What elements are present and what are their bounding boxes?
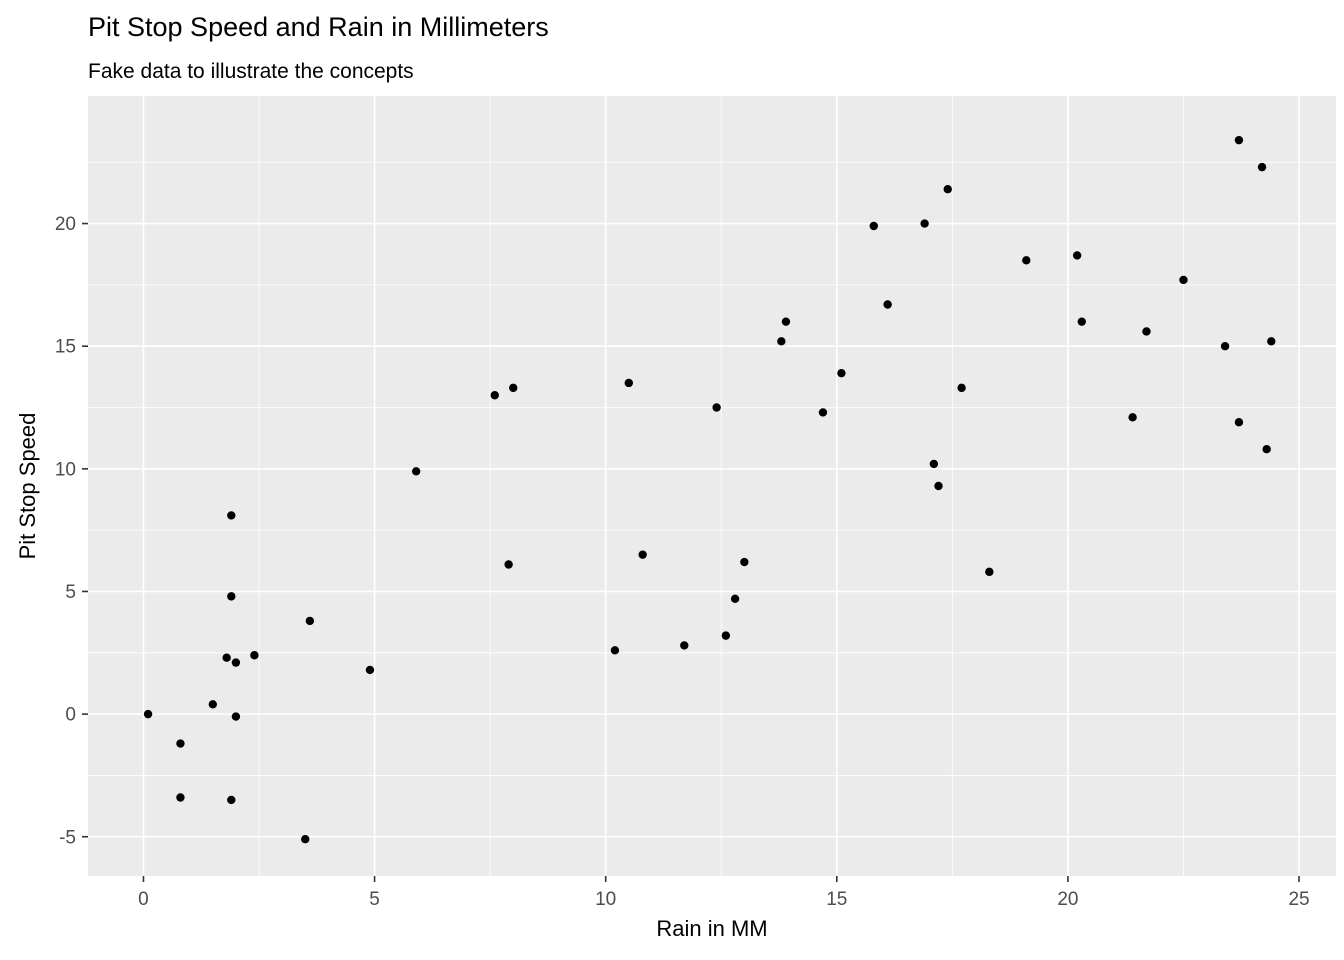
data-point [490,391,499,400]
y-tick-label: 10 [55,459,76,480]
y-axis-title: Pit Stop Speed [15,412,40,560]
data-point [411,467,421,476]
chart-subtitle: Fake data to illustrate the concepts [88,60,414,83]
data-point [1072,251,1082,260]
data-point [176,739,185,748]
y-tick-label: 15 [55,337,76,358]
data-point [250,651,259,660]
plot-panel [88,96,1336,876]
data-point [1077,317,1086,326]
x-tick-label: 15 [826,889,847,910]
x-tick-label: 0 [138,889,149,910]
data-point [680,641,689,650]
x-axis-title: Rain in MM [656,916,768,941]
x-tick-label: 20 [1057,889,1078,910]
data-point [740,557,749,567]
chart-title: Pit Stop Speed and Rain in Millimeters [88,12,549,42]
y-tick-label: 20 [55,214,76,235]
data-point [957,383,966,393]
data-point [638,550,647,559]
data-point [1262,445,1271,454]
data-point [721,631,731,640]
y-tick-label: 5 [65,582,76,603]
data-point [929,459,939,469]
data-point [1022,256,1031,265]
data-point [610,646,620,655]
data-point [1267,337,1276,346]
data-point [781,317,791,326]
data-point [818,408,828,417]
y-tick-label: -5 [59,827,76,848]
data-point [1234,418,1244,427]
data-point [1257,162,1267,172]
x-tick-label: 10 [595,889,616,910]
data-point [985,567,994,577]
data-point [883,300,892,309]
data-point [943,185,952,194]
data-point [1220,341,1230,351]
data-point [305,616,315,626]
data-point [777,337,786,346]
data-point [1179,275,1188,285]
data-point [143,709,153,719]
data-point [1142,327,1151,336]
data-point [869,221,878,231]
data-point [837,368,846,378]
data-point [1128,413,1137,422]
x-tick-label: 25 [1288,889,1309,910]
x-tick-label: 5 [369,889,380,910]
data-point [624,378,633,388]
data-point [1234,135,1244,145]
data-point [712,403,721,412]
data-point [730,594,740,604]
data-point [231,658,241,667]
data-point [227,511,236,520]
data-point [208,700,217,709]
data-point [231,712,241,721]
data-point [227,592,236,601]
data-point [222,653,231,662]
data-point [176,793,185,802]
data-point [227,795,236,805]
data-point [301,835,310,844]
data-point [504,560,513,569]
y-tick-label: 0 [65,705,76,726]
data-point [365,665,375,675]
data-point [920,219,929,228]
data-point [934,481,943,491]
data-point [509,383,518,393]
